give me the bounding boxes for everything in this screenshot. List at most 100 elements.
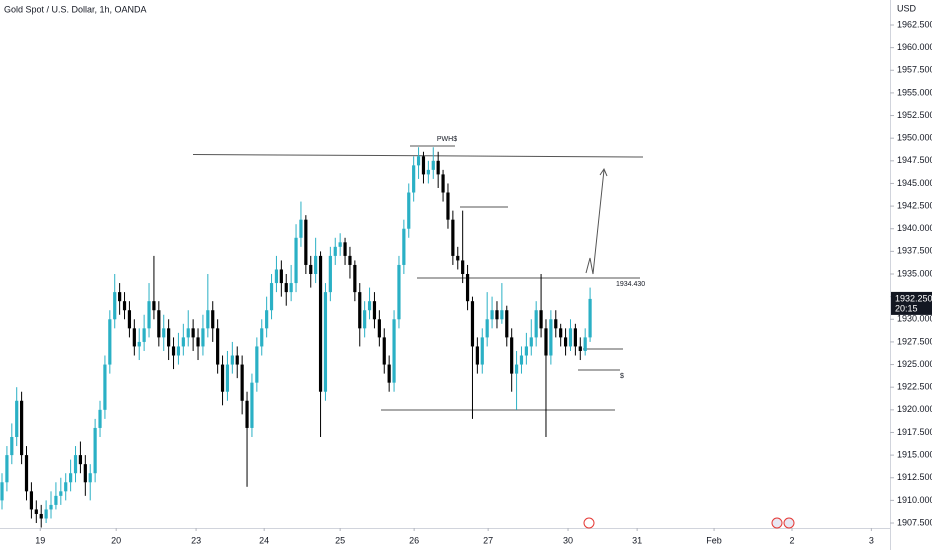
y-tick-label: 1962.500 — [897, 19, 932, 29]
last-price-box — [891, 291, 932, 315]
x-tick-label: 19 — [35, 535, 45, 545]
candle-body — [363, 310, 367, 329]
candle-body — [505, 310, 509, 338]
candle-body — [59, 491, 63, 496]
event-icon — [783, 517, 795, 529]
candle-body — [186, 328, 190, 338]
candle-body — [446, 192, 450, 220]
candle-body — [88, 473, 92, 483]
x-tick-label: 23 — [191, 535, 201, 545]
candle-body — [98, 409, 102, 428]
candle-body — [142, 328, 146, 342]
candle-body — [289, 283, 293, 293]
candle-body — [529, 337, 533, 347]
candle-body — [367, 301, 372, 311]
drawings — [192, 145, 644, 411]
candle-body — [235, 355, 239, 365]
candle-body — [402, 228, 406, 265]
x-tick-label: Feb — [706, 535, 722, 545]
candle-body — [250, 382, 254, 428]
candle-body — [44, 509, 48, 519]
candle-body — [549, 319, 553, 356]
event-icon — [583, 517, 595, 529]
projection-arrow — [585, 167, 608, 275]
candle-body — [0, 482, 4, 501]
x-tick-label: 26 — [409, 535, 419, 545]
candle-body — [220, 364, 225, 392]
candle-body — [431, 160, 435, 170]
candle-body — [54, 495, 58, 505]
candle-body — [269, 283, 274, 311]
candle-body — [426, 169, 430, 175]
chart-title: Gold Spot / U.S. Dollar, 1h, OANDA — [4, 4, 147, 14]
candle-body — [338, 242, 342, 247]
x-tick-label: 2 — [789, 535, 794, 545]
candle-body — [69, 473, 73, 483]
y-tick-label: 1915.000 — [897, 449, 932, 459]
candle-body — [358, 292, 362, 329]
candle-body — [34, 509, 38, 514]
candle-body — [118, 292, 122, 302]
y-tick-label: 1957.500 — [897, 65, 932, 75]
candle-body — [539, 310, 543, 329]
candle-body — [10, 436, 14, 456]
x-tick-label: 25 — [335, 535, 345, 545]
x-tick-label: 20 — [111, 535, 121, 545]
candle-body — [382, 337, 386, 365]
candle-body — [348, 255, 352, 265]
candle-body — [103, 364, 107, 410]
candle-body — [64, 482, 68, 492]
candle-body — [510, 337, 514, 374]
y-tick-label: 1950.000 — [897, 133, 932, 143]
candle-body — [176, 346, 181, 356]
candle-body — [588, 298, 592, 338]
candle-body — [284, 283, 288, 293]
candle-body — [108, 319, 112, 365]
candle-body — [15, 400, 19, 437]
candle-body — [372, 301, 377, 320]
candle-body — [127, 310, 132, 329]
candle-body — [568, 328, 573, 347]
candle-body — [500, 310, 504, 320]
candle-body — [157, 310, 161, 338]
candle-body — [39, 513, 43, 519]
candle-body — [475, 346, 479, 365]
candle-body — [563, 337, 568, 347]
candle-body — [441, 174, 445, 193]
candle-body — [573, 328, 577, 347]
candle-body — [519, 355, 524, 365]
last-price-label: 1932.250 — [895, 293, 932, 303]
y-tick-label: 1907.500 — [897, 517, 932, 527]
candle-body — [113, 292, 117, 320]
trend-line — [192, 154, 644, 158]
candle-body — [294, 237, 298, 284]
candle-body — [333, 246, 337, 256]
candle-body — [514, 364, 519, 374]
candle-body — [397, 264, 401, 320]
y-tick-label: 1912.500 — [897, 472, 932, 482]
candle-body — [265, 310, 269, 329]
candle-body — [260, 328, 264, 347]
candle-body — [162, 328, 166, 338]
candle-body — [314, 255, 318, 275]
candle-body — [167, 328, 171, 347]
y-tick-label: 1925.000 — [897, 359, 932, 369]
candle-body — [274, 269, 279, 284]
candle-body — [534, 310, 538, 338]
candle-body — [122, 301, 127, 311]
event-icons — [583, 517, 795, 529]
candle-body — [73, 455, 78, 474]
candle-body — [147, 301, 151, 329]
annotation: 1934.430 — [616, 281, 645, 288]
candle-body — [137, 341, 141, 347]
candle-body — [583, 337, 587, 351]
candle-body — [279, 269, 283, 284]
candle-body — [230, 355, 234, 365]
candle-body — [24, 455, 29, 492]
candle-body — [181, 337, 185, 347]
candle-body — [304, 219, 308, 265]
y-tick-label: 1947.500 — [897, 155, 932, 165]
candle-body — [343, 242, 347, 256]
y-tick-label: 1910.000 — [897, 495, 932, 505]
